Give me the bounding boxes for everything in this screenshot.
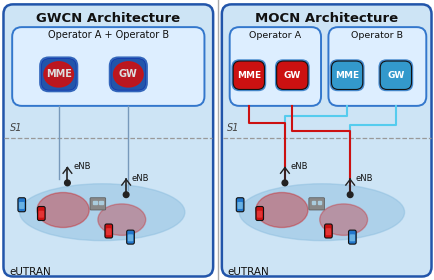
Ellipse shape xyxy=(20,184,184,241)
Circle shape xyxy=(282,180,287,186)
Text: MME: MME xyxy=(46,69,72,79)
Text: eNB: eNB xyxy=(290,162,307,171)
Ellipse shape xyxy=(113,62,143,87)
Text: eUTRAN: eUTRAN xyxy=(10,267,51,277)
Circle shape xyxy=(123,192,129,197)
FancyBboxPatch shape xyxy=(308,198,324,210)
Ellipse shape xyxy=(319,204,367,235)
FancyBboxPatch shape xyxy=(276,61,307,90)
Text: MME: MME xyxy=(236,71,260,80)
Text: eNB: eNB xyxy=(73,162,90,171)
FancyBboxPatch shape xyxy=(324,224,332,238)
Bar xyxy=(93,201,96,204)
Ellipse shape xyxy=(255,193,307,227)
Text: eUTRAN: eUTRAN xyxy=(227,267,268,277)
Text: eNB: eNB xyxy=(132,174,149,183)
Bar xyxy=(311,201,315,204)
Text: S1: S1 xyxy=(10,123,22,134)
FancyBboxPatch shape xyxy=(12,27,204,106)
FancyBboxPatch shape xyxy=(237,202,242,209)
FancyBboxPatch shape xyxy=(274,59,309,91)
FancyBboxPatch shape xyxy=(331,61,362,90)
FancyBboxPatch shape xyxy=(348,230,355,244)
FancyBboxPatch shape xyxy=(325,228,330,235)
Text: Operator A: Operator A xyxy=(249,31,301,39)
FancyBboxPatch shape xyxy=(256,211,262,218)
FancyBboxPatch shape xyxy=(328,27,425,106)
FancyBboxPatch shape xyxy=(231,59,266,91)
Text: MME: MME xyxy=(334,71,358,80)
FancyBboxPatch shape xyxy=(229,27,320,106)
Text: eNB: eNB xyxy=(355,174,372,183)
Text: Operator B: Operator B xyxy=(350,31,402,39)
FancyBboxPatch shape xyxy=(90,198,105,210)
FancyBboxPatch shape xyxy=(255,207,263,221)
Text: GW: GW xyxy=(283,71,300,80)
Ellipse shape xyxy=(98,204,145,235)
FancyBboxPatch shape xyxy=(126,230,134,244)
Circle shape xyxy=(65,180,70,186)
Ellipse shape xyxy=(44,62,73,87)
FancyBboxPatch shape xyxy=(41,59,76,90)
FancyBboxPatch shape xyxy=(3,4,213,277)
FancyBboxPatch shape xyxy=(18,198,26,212)
FancyBboxPatch shape xyxy=(233,61,264,90)
FancyBboxPatch shape xyxy=(108,57,148,92)
FancyBboxPatch shape xyxy=(39,211,44,218)
Ellipse shape xyxy=(239,184,404,241)
Ellipse shape xyxy=(37,193,89,227)
FancyBboxPatch shape xyxy=(39,57,78,92)
FancyBboxPatch shape xyxy=(329,59,364,91)
FancyBboxPatch shape xyxy=(105,224,112,238)
Text: Operator A + Operator B: Operator A + Operator B xyxy=(48,30,168,40)
Circle shape xyxy=(347,192,352,197)
Text: S1: S1 xyxy=(227,123,239,134)
FancyBboxPatch shape xyxy=(221,4,431,277)
FancyBboxPatch shape xyxy=(379,61,411,90)
Text: MOCN Architecture: MOCN Architecture xyxy=(254,12,398,25)
FancyBboxPatch shape xyxy=(378,59,412,91)
FancyBboxPatch shape xyxy=(236,198,243,212)
FancyBboxPatch shape xyxy=(349,234,354,241)
Text: GW: GW xyxy=(118,69,138,79)
FancyBboxPatch shape xyxy=(106,228,111,235)
Text: GW: GW xyxy=(386,71,404,80)
FancyBboxPatch shape xyxy=(37,207,45,221)
FancyBboxPatch shape xyxy=(19,202,24,209)
Bar xyxy=(99,201,102,204)
Bar xyxy=(317,201,321,204)
FancyBboxPatch shape xyxy=(128,234,133,241)
FancyBboxPatch shape xyxy=(111,59,145,90)
Text: GWCN Architecture: GWCN Architecture xyxy=(36,12,180,25)
